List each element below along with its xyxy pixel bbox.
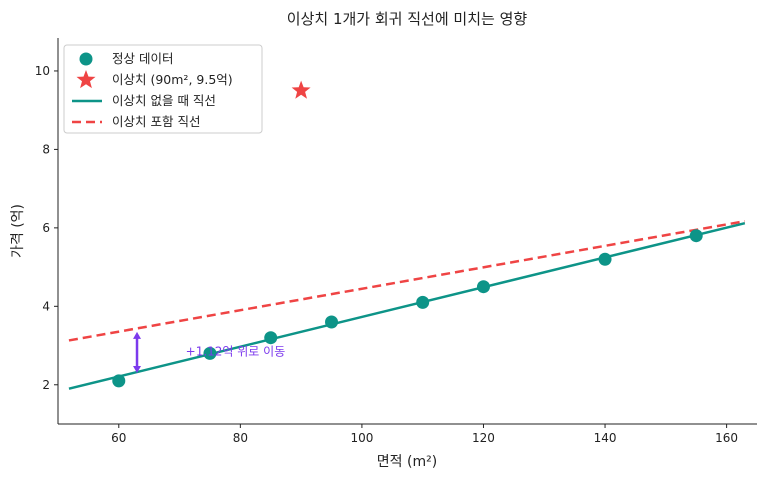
x-tick-label: 160: [715, 431, 738, 445]
y-axis-label: 가격 (억): [10, 204, 26, 258]
y-tick-label: 8: [42, 142, 50, 156]
data-point: [416, 295, 430, 309]
x-axis-label: 면적 (m²): [377, 454, 437, 470]
chart-title: 이상치 1개가 회귀 직선에 미치는 영향: [287, 10, 528, 28]
x-tick-label: 80: [233, 431, 248, 445]
x-tick-label: 120: [472, 431, 495, 445]
legend-box: [63, 44, 263, 134]
legend-marker-star: [76, 70, 96, 89]
legend-marker-circle: [79, 52, 93, 66]
x-tick-label: 100: [350, 431, 373, 445]
x-tick-label: 140: [594, 431, 617, 445]
arrow-head-down: [133, 366, 142, 374]
regression-line-without-outlier: [68, 221, 746, 390]
regression-line-with-outlier: [68, 219, 746, 342]
plot-area: 60 80 100 120 140 160 2 4 6 8 10: [35, 38, 757, 445]
x-tick-label: 60: [111, 431, 126, 445]
y-tick-label: 4: [42, 299, 50, 313]
legend-label: 이상치 없을 때 직선: [112, 93, 216, 108]
annotation-text: +1.12억 위로 이동: [186, 344, 286, 358]
legend-label: 이상치 (90m², 9.5억): [112, 72, 233, 87]
data-point: [325, 315, 339, 329]
y-tick-label: 2: [42, 378, 50, 392]
data-point: [598, 252, 612, 266]
y-tick-label: 10: [35, 64, 50, 78]
legend-label: 이상치 포함 직선: [112, 114, 200, 129]
data-point: [203, 346, 217, 360]
data-point: [112, 374, 126, 388]
outlier-point: [291, 80, 311, 99]
y-tick-label: 6: [42, 221, 50, 235]
data-point: [264, 331, 278, 345]
arrow-head-up: [133, 331, 142, 339]
data-point: [476, 280, 490, 294]
legend-label: 정상 데이터: [112, 51, 173, 66]
data-point: [689, 229, 703, 243]
